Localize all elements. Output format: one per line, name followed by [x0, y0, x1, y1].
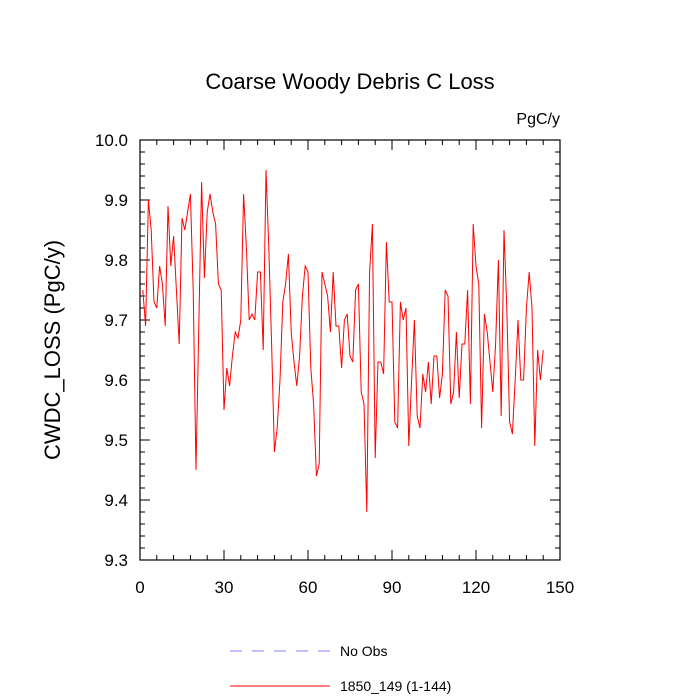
legend: No Obs 1850_149 (1-144) — [230, 643, 451, 694]
x-tick-label: 30 — [215, 578, 234, 597]
y-tick-label: 10.0 — [95, 131, 128, 150]
legend-label-1850-149: 1850_149 (1-144) — [340, 678, 451, 694]
y-tick-label: 9.8 — [104, 251, 128, 270]
x-tick-label: 0 — [135, 578, 144, 597]
axis-ticks — [139, 139, 561, 561]
axis-tick-labels: 0 30 60 90 120 150 9.3 9.4 9.5 9.6 9.7 9.8 9.9 10.0 — [95, 131, 574, 597]
y-tick-label: 9.6 — [104, 371, 128, 390]
x-tick-label: 150 — [546, 578, 574, 597]
x-tick-label: 60 — [299, 578, 318, 597]
units-label: PgC/y — [516, 111, 560, 128]
x-tick-label: 120 — [462, 578, 490, 597]
y-tick-label: 9.5 — [104, 431, 128, 450]
y-tick-label: 9.7 — [104, 311, 128, 330]
series-line-1850-149-1-144- — [142, 169, 544, 513]
chart-title: Coarse Woody Debris C Loss — [205, 69, 494, 94]
y-tick-label: 9.9 — [104, 191, 128, 210]
y-tick-label: 9.4 — [104, 491, 128, 510]
series-lines — [142, 169, 544, 513]
y-tick-label: 9.3 — [104, 551, 128, 570]
x-tick-label: 90 — [383, 578, 402, 597]
plot-frame — [139, 139, 561, 561]
y-axis-label: CWDC_LOSS (PgC/y) — [40, 240, 65, 460]
legend-label-no-obs: No Obs — [340, 643, 387, 659]
